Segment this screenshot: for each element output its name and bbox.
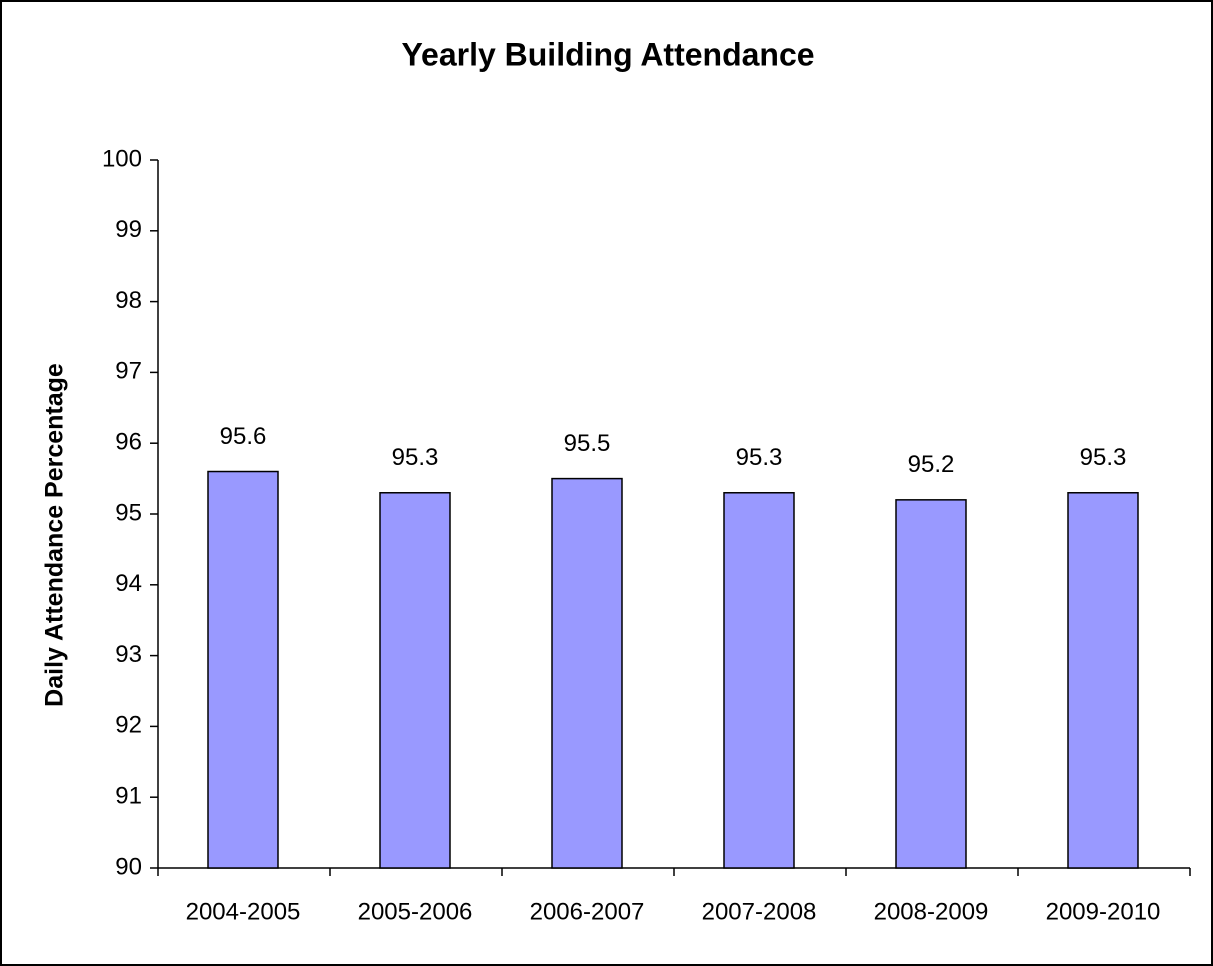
y-axis-label: Daily Attendance Percentage [41, 363, 69, 707]
x-tick-label: 2007-2008 [702, 898, 817, 925]
y-tick-label: 98 [115, 287, 142, 314]
y-tick-label: 95 [115, 499, 142, 526]
data-label: 95.3 [736, 444, 783, 471]
y-tick-label: 96 [115, 429, 142, 456]
y-tick-label: 91 [115, 783, 142, 810]
chart-title: Yearly Building Attendance [401, 36, 814, 72]
x-tick-label: 2008-2009 [874, 898, 989, 925]
y-tick-label: 97 [115, 358, 142, 385]
bar [379, 492, 451, 869]
y-tick-label: 99 [115, 216, 142, 243]
data-label: 95.3 [392, 444, 439, 471]
y-tick-label: 94 [115, 570, 142, 597]
y-tick-label: 90 [115, 853, 142, 880]
data-label: 95.5 [564, 430, 611, 457]
x-tick-label: 2005-2006 [358, 898, 473, 925]
data-label: 95.6 [220, 423, 267, 450]
x-tick-label: 2006-2007 [530, 898, 645, 925]
y-tick-label: 92 [115, 712, 142, 739]
bar [551, 477, 623, 869]
bar [207, 470, 279, 869]
bar [895, 499, 967, 869]
x-tick-label: 2004-2005 [186, 898, 301, 925]
x-tick-label: 2009-2010 [1046, 898, 1161, 925]
y-tick-label: 93 [115, 641, 142, 668]
data-label: 95.3 [1080, 444, 1127, 471]
y-tick-label: 100 [102, 145, 142, 172]
data-label: 95.2 [908, 451, 955, 478]
bar [1067, 492, 1139, 869]
bar [723, 492, 795, 869]
